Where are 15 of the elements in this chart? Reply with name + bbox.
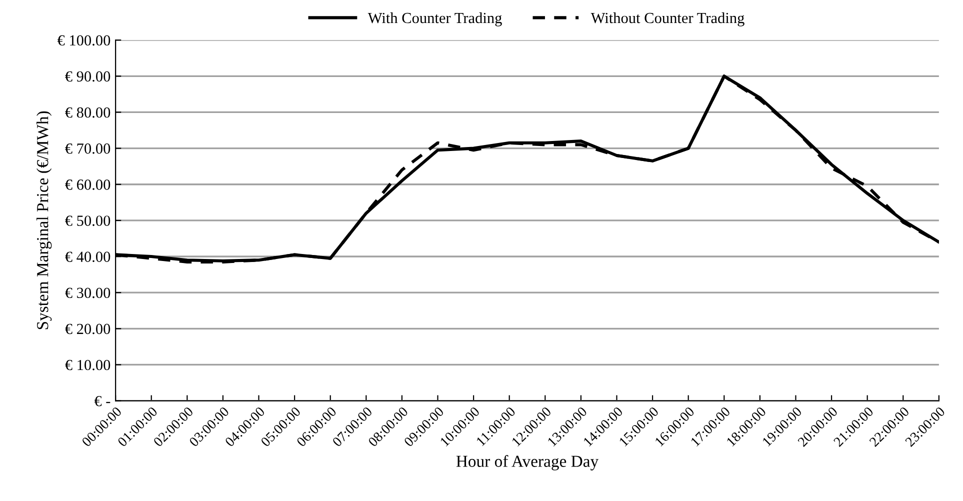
y-tick-label: € 30.00: [65, 288, 110, 298]
y-tick-label: € 20.00: [65, 324, 110, 334]
y-tick-label: € 90.00: [65, 71, 110, 82]
y-tick-label: € 80.00: [65, 107, 110, 118]
y-tick-label: € 60.00: [65, 180, 110, 190]
y-axis-title: System Marginal Price (€/MWh): [36, 111, 52, 330]
x-axis-title: Hour of Average Day: [456, 455, 599, 470]
y-tick-label: € 100.00: [57, 35, 110, 46]
y-tick-label: € 10.00: [65, 360, 110, 370]
y-tick-label: € 40.00: [65, 252, 110, 262]
y-tick-label: € -: [94, 396, 110, 406]
y-tick-label: € 70.00: [65, 143, 110, 154]
legend-label: Without Counter Trading: [590, 12, 744, 26]
legend-label: With Counter Trading: [368, 12, 502, 26]
y-tick-label: € 50.00: [65, 216, 110, 226]
